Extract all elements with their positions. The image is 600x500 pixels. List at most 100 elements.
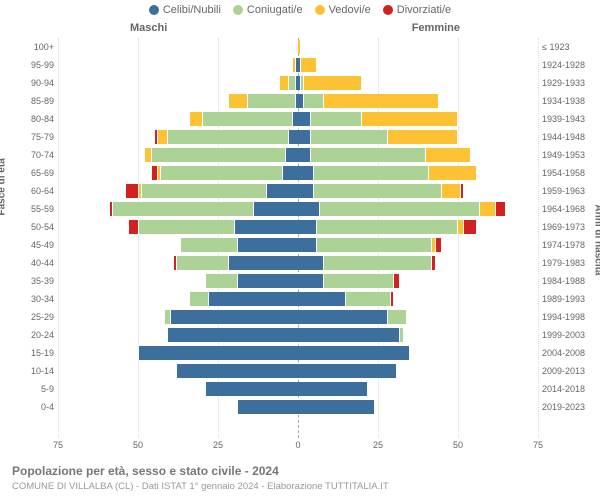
bar-segment-married: [141, 184, 266, 198]
legend-item: Divorziati/e: [383, 4, 451, 16]
bar-segment-single: [298, 274, 324, 288]
female-bar: [298, 40, 301, 54]
bar-segment-single: [298, 112, 311, 126]
male-bar: [189, 292, 298, 306]
legend-swatch: [383, 5, 393, 15]
birth-years-label: 1924-1928: [542, 56, 598, 74]
bar-segment-married: [167, 130, 289, 144]
age-label: 35-39: [20, 272, 54, 290]
legend-item: Coniugati/e: [233, 4, 303, 16]
birth-years-label: 1989-1993: [542, 290, 598, 308]
male-bar: [154, 130, 298, 144]
male-bar: [164, 310, 298, 324]
bar-segment-divorced: [436, 238, 442, 252]
chart-title: Popolazione per età, sesso e stato civil…: [12, 464, 279, 478]
birth-years-label: 1979-1983: [542, 254, 598, 272]
bar-segment-single: [298, 148, 311, 162]
x-tick-label: 25: [373, 440, 383, 450]
bar-segment-divorced: [432, 256, 435, 270]
age-row: 85-891934-1938: [58, 92, 538, 110]
age-row: 35-391984-1988: [58, 272, 538, 290]
bar-segment-married: [320, 202, 480, 216]
grid-line: [538, 38, 539, 438]
age-label: 85-89: [20, 92, 54, 110]
age-row: 5-92014-2018: [58, 380, 538, 398]
male-bar: [205, 382, 298, 396]
age-row: 100+≤ 1923: [58, 38, 538, 56]
age-label: 15-19: [20, 344, 54, 362]
legend-swatch: [149, 5, 159, 15]
bar-segment-widowed: [189, 112, 202, 126]
x-tick-label: 0: [295, 440, 300, 450]
age-label: 50-54: [20, 218, 54, 236]
bar-segment-single: [288, 130, 298, 144]
age-label: 25-29: [20, 308, 54, 326]
bar-segment-divorced: [496, 202, 506, 216]
female-bar: [298, 346, 410, 360]
population-pyramid-chart: Celibi/NubiliConiugati/eVedovi/eDivorzia…: [0, 0, 600, 500]
bar-segment-widowed: [480, 202, 496, 216]
age-label: 0-4: [20, 398, 54, 416]
bar-segment-single: [237, 400, 298, 414]
age-label: 70-74: [20, 146, 54, 164]
bar-segment-married: [180, 238, 238, 252]
birth-years-label: ≤ 1923: [542, 38, 598, 56]
birth-years-label: 1994-1998: [542, 308, 598, 326]
legend-item: Celibi/Nubili: [149, 4, 221, 16]
bar-segment-single: [237, 238, 298, 252]
age-label: 95-99: [20, 56, 54, 74]
birth-years-label: 1934-1938: [542, 92, 598, 110]
male-bar: [173, 256, 298, 270]
age-row: 40-441979-1983: [58, 254, 538, 272]
female-bar: [298, 112, 458, 126]
female-bar: [298, 274, 400, 288]
bar-segment-divorced: [391, 292, 394, 306]
bar-segment-divorced: [464, 220, 477, 234]
female-bar: [298, 94, 439, 108]
age-label: 80-84: [20, 110, 54, 128]
age-label: 20-24: [20, 326, 54, 344]
age-row: 90-941929-1933: [58, 74, 538, 92]
bar-segment-married: [311, 112, 362, 126]
age-row: 25-291994-1998: [58, 308, 538, 326]
age-row: 50-541969-1973: [58, 218, 538, 236]
birth-years-label: 1964-1968: [542, 200, 598, 218]
bar-segment-single: [285, 148, 298, 162]
bar-segment-widowed: [362, 112, 458, 126]
age-row: 30-341989-1993: [58, 290, 538, 308]
age-label: 55-59: [20, 200, 54, 218]
birth-years-label: 1974-1978: [542, 236, 598, 254]
female-bar: [298, 202, 506, 216]
age-label: 40-44: [20, 254, 54, 272]
bar-segment-widowed: [279, 76, 289, 90]
bar-segment-single: [298, 202, 320, 216]
age-label: 100+: [20, 38, 54, 56]
bar-segment-widowed: [228, 94, 247, 108]
age-label: 60-64: [20, 182, 54, 200]
bar-segment-married: [176, 256, 227, 270]
legend: Celibi/NubiliConiugati/eVedovi/eDivorzia…: [0, 4, 600, 16]
birth-years-label: 1949-1953: [542, 146, 598, 164]
bar-segment-widowed: [304, 76, 362, 90]
age-row: 10-142009-2013: [58, 362, 538, 380]
male-bar: [189, 112, 298, 126]
bar-segment-married: [202, 112, 292, 126]
bar-segment-married: [311, 148, 426, 162]
birth-years-label: 2009-2013: [542, 362, 598, 380]
bar-segment-divorced: [128, 220, 138, 234]
birth-years-label: 1999-2003: [542, 326, 598, 344]
bar-segment-single: [253, 202, 298, 216]
birth-years-label: 1944-1948: [542, 128, 598, 146]
bar-segment-married: [346, 292, 391, 306]
bar-segment-single: [298, 184, 314, 198]
bar-segment-single: [298, 400, 375, 414]
bar-segment-single: [205, 382, 298, 396]
bar-segment-single: [167, 328, 298, 342]
male-bar: [128, 220, 298, 234]
bar-segment-married: [314, 166, 429, 180]
bar-segment-single: [208, 292, 298, 306]
age-row: 95-991924-1928: [58, 56, 538, 74]
legend-swatch: [315, 5, 325, 15]
bar-segment-single: [298, 310, 388, 324]
bar-segment-single: [282, 166, 298, 180]
